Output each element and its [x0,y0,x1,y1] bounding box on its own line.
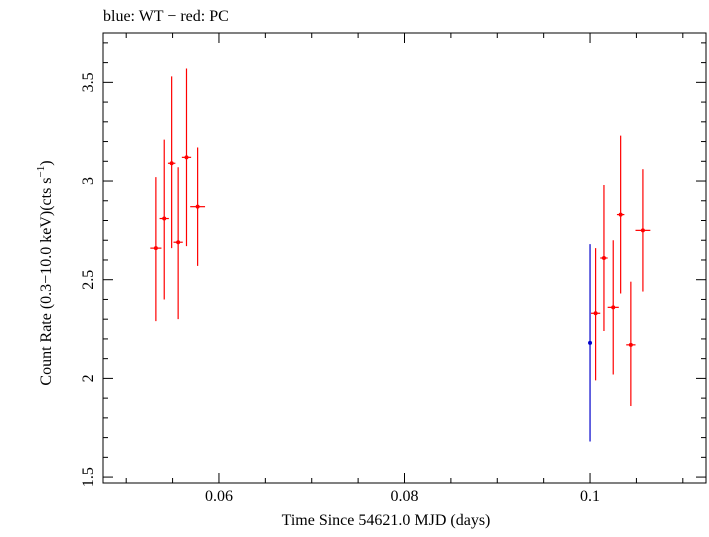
x-tick-label: 0.06 [205,488,233,505]
y-tick-label: 3.5 [80,72,97,92]
series-pc [150,68,651,407]
x-tick-label: 0.1 [580,488,600,505]
data-point [640,228,645,233]
y-tick-label: 3 [80,177,97,185]
data-point [593,311,598,316]
x-tick-label: 0.08 [391,488,419,505]
series-wt [588,244,593,442]
data-point [195,204,200,209]
data-point [601,256,606,260]
y-axis-label-close: ) [38,160,55,165]
points-layer [150,68,651,442]
data-point [176,240,181,245]
y-tick-label: 2 [80,374,97,382]
data-point [169,161,174,166]
y-tick-label: 2.5 [80,270,97,290]
data-point [184,155,189,160]
chart-title: blue: WT − red: PC [103,8,229,25]
data-point [162,216,167,221]
x-axis-label: Time Since 54621.0 MJD (days) [282,512,491,529]
data-point [153,246,158,251]
y-tick-label: 1.5 [80,467,97,487]
y-axis-label: Count Rate (0.3−10.0 keV)(cts s−1) [35,160,55,385]
data-point [611,305,616,310]
axes-layer: 0.06 0.08 0.1 1.5 2 2.5 3 3.5 [80,33,706,505]
plot-frame [102,32,707,484]
data-point [588,340,593,345]
data-point [628,342,633,347]
y-axis-label-superscript: −1 [35,166,47,178]
data-point [618,212,623,217]
y-axis-label-main: Count Rate (0.3−10.0 keV)(cts s [38,177,55,385]
